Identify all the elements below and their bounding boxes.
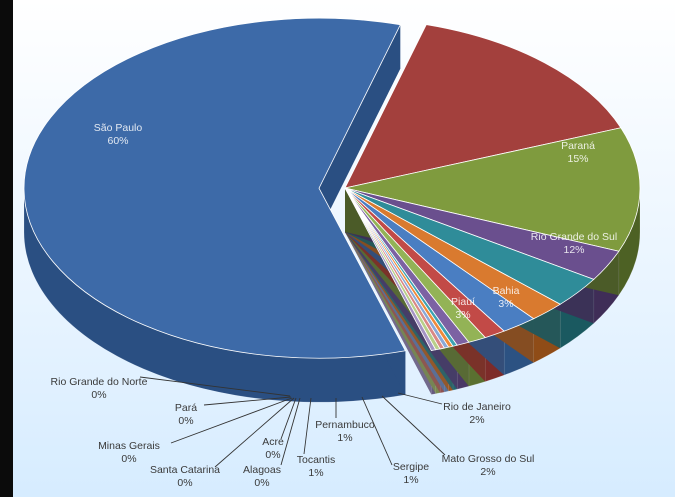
slice-label: Piauí 3% <box>451 296 475 321</box>
pie-tops <box>23 17 641 359</box>
slice-percent: 0% <box>265 449 280 461</box>
slice-label: Rio Grande do Sul 12% <box>531 231 617 256</box>
slice-label: Paraná 15% <box>561 140 595 165</box>
slice-name: Bahia <box>493 285 520 297</box>
slice-label: Santa Catarina 0% <box>150 464 220 489</box>
slice-percent: 2% <box>480 466 495 478</box>
slice-name: Piauí <box>451 296 475 308</box>
slice-name: Paraná <box>561 140 595 152</box>
slice-name: Rio Grande do Norte <box>51 376 148 388</box>
slice-label: Sergipe 1% <box>393 461 429 486</box>
slice-label: Acre 0% <box>262 436 284 461</box>
leader-line <box>381 395 446 456</box>
slice-top-paran- <box>344 24 622 189</box>
slice-percent: 1% <box>337 432 352 444</box>
slice-labels: São Paulo 60% Paraná 15% Rio Grande do Sul 12… <box>51 122 618 489</box>
slice-percent: 60% <box>107 135 128 147</box>
slice-percent: 12% <box>563 244 584 256</box>
slice-percent: 3% <box>455 309 470 321</box>
slice-name: Tocantis <box>297 454 336 466</box>
leader-line <box>214 397 295 468</box>
leader-line <box>203 396 292 406</box>
slice-label: Pará 0% <box>175 402 197 427</box>
slice-label: São Paulo 60% <box>94 122 143 147</box>
slice-percent: 0% <box>91 389 106 401</box>
leader-line <box>280 397 297 440</box>
leader-line <box>280 397 301 466</box>
slice-name: Alagoas <box>243 464 281 476</box>
slice-label: Pernambuco 1% <box>315 419 375 444</box>
slice-name: Acre <box>262 436 284 448</box>
slice-name: Minas Gerais <box>98 440 160 452</box>
slice-top-s-o-paulo <box>23 17 406 359</box>
slice-percent: 1% <box>308 467 323 479</box>
slice-name: São Paulo <box>94 122 143 134</box>
slice-percent: 0% <box>177 477 192 489</box>
leader-line <box>361 396 393 466</box>
slice-percent: 0% <box>178 415 193 427</box>
slice-label: Rio Grande do Norte 0% <box>51 376 148 401</box>
slice-name: Pará <box>175 402 197 414</box>
slice-percent: 1% <box>403 474 418 486</box>
slice-label: Minas Gerais 0% <box>98 440 160 465</box>
leader-line <box>139 376 291 397</box>
leader-line <box>397 392 443 405</box>
slice-top-rio-grande-do-sul <box>344 127 641 252</box>
slice-percent: 0% <box>121 453 136 465</box>
slice-wall <box>319 24 401 233</box>
slice-percent: 0% <box>254 477 269 489</box>
leader-lines <box>139 376 446 468</box>
slice-label: Alagoas 0% <box>243 464 281 489</box>
slice-name: Rio de Janeiro <box>443 401 511 413</box>
leader-line <box>303 397 312 455</box>
slice-name: Rio Grande do Sul <box>531 231 617 243</box>
slice-top-rio-grande-do-norte <box>344 187 437 352</box>
slice-name: Sergipe <box>393 461 429 473</box>
slice-label: Rio de Janeiro 2% <box>443 401 511 426</box>
slice-label: Tocantis 1% <box>297 454 336 479</box>
slice-name: Pernambuco <box>315 419 375 431</box>
slice-label: Bahia 3% <box>493 285 520 310</box>
leader-line <box>170 397 293 444</box>
slice-label: Mato Grosso do Sul 2% <box>442 453 535 478</box>
slice-percent: 2% <box>469 414 484 426</box>
slice-percent: 3% <box>498 298 513 310</box>
slice-name: Santa Catarina <box>150 464 220 476</box>
slice-percent: 15% <box>567 153 588 165</box>
slice-name: Mato Grosso do Sul <box>442 453 535 465</box>
